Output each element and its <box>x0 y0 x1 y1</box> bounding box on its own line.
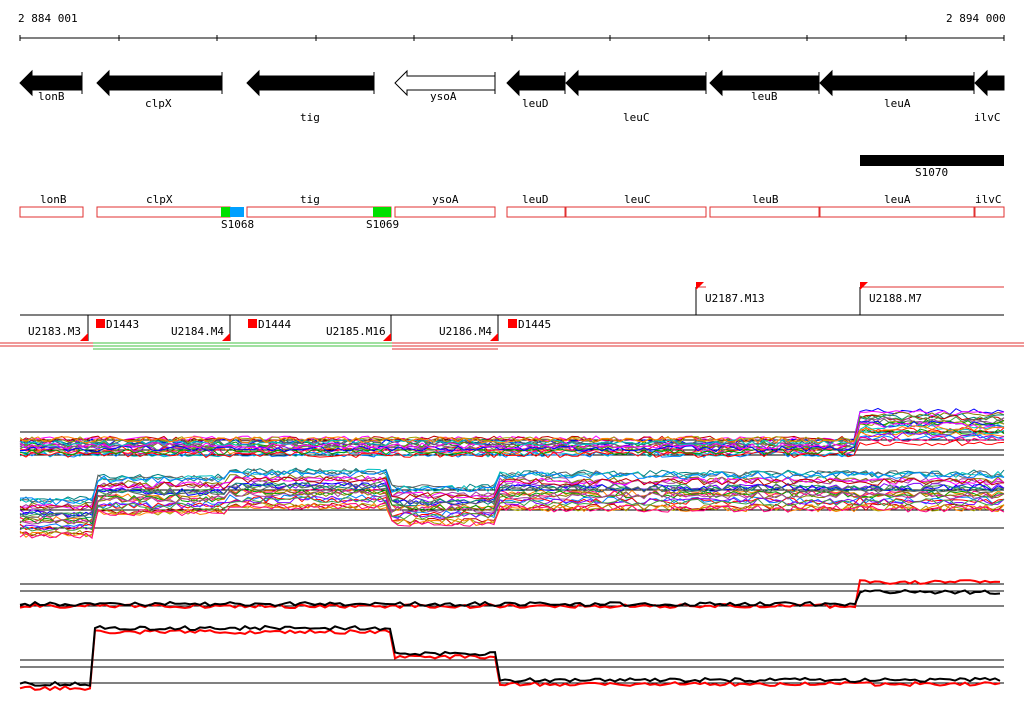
transcript-bar-label: S1070 <box>915 166 948 179</box>
gene-label: tig <box>300 111 320 124</box>
expression-trace <box>19 502 1005 539</box>
expression-trace <box>19 411 1005 449</box>
gene-label: lonB <box>38 90 65 103</box>
expression-trace <box>19 475 1005 509</box>
gene-label: leuC <box>623 111 650 124</box>
expression-trace <box>19 418 1005 447</box>
annotation-label: ilvC <box>975 193 1002 206</box>
annotation-label: tig <box>300 193 320 206</box>
annotation-box-leuA <box>819 206 975 218</box>
downshift-marker <box>248 319 257 328</box>
gene-label: ilvC <box>974 111 1001 124</box>
expression-trace <box>19 422 1005 450</box>
gene-track: lonB clpX tig ysoA leuD leuC leuB leuA ilvC <box>19 69 1005 124</box>
upshift-label: U2186.M4 <box>439 325 492 338</box>
gene-arrow-leuC <box>565 69 707 97</box>
segment-label: S1069 <box>366 218 399 231</box>
expression-trace <box>19 489 1005 525</box>
gene-label: leuB <box>751 90 778 103</box>
annotation-box-ilvC <box>974 206 1005 218</box>
gene-arrow-ilvC <box>974 69 1005 97</box>
downshift-label: D1445 <box>518 318 551 331</box>
axis-start-label: 2 884 001 <box>18 12 78 25</box>
expression-trace <box>19 489 1005 525</box>
expression-trace <box>19 468 1005 505</box>
annotation-label: leuD <box>522 193 549 206</box>
annotation-label: leuC <box>624 193 651 206</box>
upshift-marker <box>80 333 88 341</box>
expression-trace <box>19 425 1005 444</box>
summary-trace <box>19 579 1001 610</box>
segment-marker-green <box>373 207 391 217</box>
upshift-label: U2184.M4 <box>171 325 224 338</box>
upshift-label: U2188.M7 <box>869 292 922 305</box>
expression-trace <box>19 482 1005 519</box>
upshift-marker <box>860 282 868 290</box>
gene-label: leuA <box>884 97 911 110</box>
axis-end-label: 2 894 000 <box>946 12 1006 25</box>
segment-label: S1068 <box>221 218 254 231</box>
upshift-marker <box>222 333 230 341</box>
annotation-label: leuB <box>752 193 779 206</box>
annotation-track: lonB clpX tig ysoA leuD leuC leuB leuA ilvC <box>19 193 1005 218</box>
annotation-label: leuA <box>884 193 911 206</box>
gene-arrow-leuD <box>506 69 566 97</box>
downshift-marker <box>96 319 105 328</box>
expression-trace <box>19 488 1005 525</box>
upshift-label: U2187.M13 <box>705 292 765 305</box>
expression-trace <box>19 426 1005 452</box>
annotation-box-leuC <box>565 206 707 218</box>
expression-trace <box>19 483 1005 519</box>
upshift-label: U2185.M16 <box>326 325 386 338</box>
expression-trace <box>19 470 1005 506</box>
annotation-label: clpX <box>146 193 173 206</box>
expression-trace <box>19 495 1005 531</box>
gene-label: leuD <box>522 97 549 110</box>
gene-label: ysoA <box>430 90 457 103</box>
gene-arrow-leuA <box>819 69 975 97</box>
expression-trace <box>19 476 1005 511</box>
summary-trace <box>19 589 1001 608</box>
transcript-bar <box>860 155 1004 166</box>
gene-arrow-clpX <box>96 69 223 97</box>
summary-trace <box>19 624 1001 687</box>
upshift-marker <box>490 333 498 341</box>
segment-marker-green <box>221 207 230 217</box>
upshift-marker <box>383 333 391 341</box>
gene-label: clpX <box>145 97 172 110</box>
annotation-box-ysoA <box>394 206 496 218</box>
annotation-box-leuD <box>506 206 566 218</box>
expression-trace <box>19 496 1005 533</box>
axis-ticks <box>19 35 1005 41</box>
expression-profiles <box>19 407 1005 692</box>
annotation-box-tig <box>246 206 392 218</box>
downshift-label: D1443 <box>106 318 139 331</box>
summary-trace <box>19 628 1001 692</box>
annotation-box-lonB <box>19 206 84 218</box>
gene-arrow-tig <box>246 69 375 97</box>
upshift-marker <box>696 282 704 290</box>
segment-marker-blue <box>230 207 244 217</box>
annotation-box-clpX <box>96 206 231 218</box>
annotation-label: ysoA <box>432 193 459 206</box>
annotation-label: lonB <box>40 193 67 206</box>
expression-trace <box>19 502 1005 540</box>
upshift-label: U2183.M3 <box>28 325 81 338</box>
annotation-box-leuB <box>709 206 820 218</box>
downshift-label: D1444 <box>258 318 291 331</box>
downshift-marker <box>508 319 517 328</box>
shift-track: U2183.M3 U2184.M4 U2185.M16 U2186.M4 U2187.M… <box>0 282 1024 350</box>
